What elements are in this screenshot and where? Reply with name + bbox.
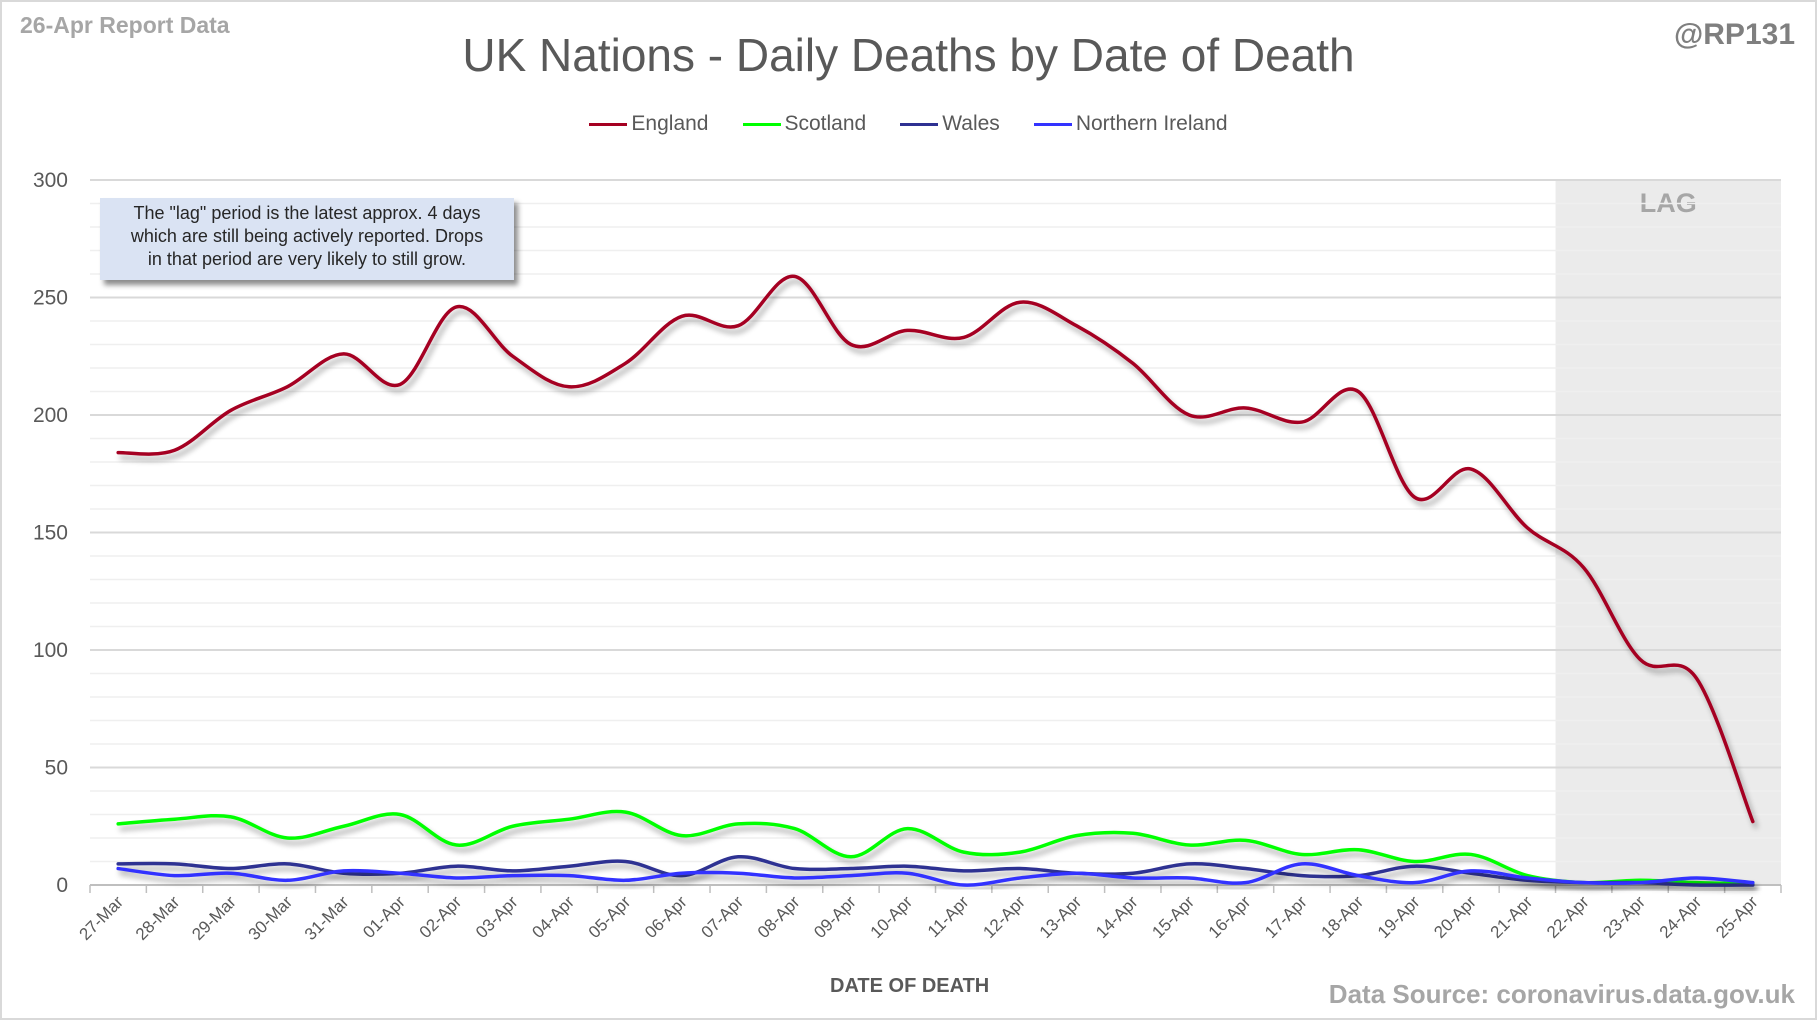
y-tick-label: 200 xyxy=(33,404,68,427)
legend-item-northern-ireland[interactable]: Northern Ireland xyxy=(1033,112,1228,136)
series-line-england xyxy=(116,274,1755,824)
legend-swatch-northern-ireland xyxy=(1033,122,1072,126)
x-tick-label: 02-Apr xyxy=(416,892,466,942)
legend-label-england: England xyxy=(631,112,709,135)
legend-label-northern-ireland: Northern Ireland xyxy=(1075,112,1228,135)
legend-label-scotland: Scotland xyxy=(784,112,867,135)
legend-label-wales: Wales xyxy=(942,112,1000,135)
y-tick-label: 250 xyxy=(33,287,68,310)
y-tick-label: 150 xyxy=(33,522,68,545)
series-line-scotland xyxy=(116,809,1755,886)
x-tick-label: 14-Apr xyxy=(1092,892,1142,942)
x-tick-label: 15-Apr xyxy=(1148,892,1198,942)
y-tick-label: 50 xyxy=(45,757,68,780)
legend-item-wales[interactable]: Wales xyxy=(900,112,1000,136)
x-tick-label: 27-Mar xyxy=(75,892,127,944)
lag-annotation-box: The "lag" period is the latest approx. 4… xyxy=(100,198,514,280)
x-axis-title: DATE OF DEATH xyxy=(830,975,990,997)
x-tick-label: 10-Apr xyxy=(867,892,917,942)
x-tick-label: 28-Mar xyxy=(132,892,184,944)
x-tick-label: 04-Apr xyxy=(528,892,578,942)
y-tick-label: 300 xyxy=(33,169,68,192)
x-tick-label: 19-Apr xyxy=(1374,892,1424,942)
gridlines xyxy=(90,179,1781,863)
legend: England Scotland Wales Northern Ireland xyxy=(0,112,1817,136)
x-tick-label: 17-Apr xyxy=(1261,892,1311,942)
x-tick-label: 31-Mar xyxy=(301,892,353,944)
x-tick-label: 08-Apr xyxy=(754,892,804,942)
x-tick-label: 24-Apr xyxy=(1656,892,1706,942)
x-tick-label: 20-Apr xyxy=(1430,892,1480,942)
x-tick-label: 07-Apr xyxy=(698,892,748,942)
series-line-northern-ireland xyxy=(116,862,1755,887)
x-tick-label: 22-Apr xyxy=(1543,892,1593,942)
x-tick-label: 12-Apr xyxy=(979,892,1029,942)
y-tick-label: 100 xyxy=(33,639,68,662)
x-tick-label: 25-Apr xyxy=(1712,892,1762,942)
data-source-label: Data Source: coronavirus.data.gov.uk xyxy=(1328,979,1795,1009)
legend-item-england[interactable]: England xyxy=(589,112,709,136)
x-tick-label: 06-Apr xyxy=(641,892,691,942)
annotation-line: in that period are very likely to still … xyxy=(147,249,467,269)
chart-title: UK Nations - Daily Deaths by Date of Dea… xyxy=(462,29,1355,81)
series-lines xyxy=(116,274,1755,887)
author-handle: @RP131 xyxy=(1674,18,1795,51)
legend-item-scotland[interactable]: Scotland xyxy=(742,112,867,136)
x-tick-label: 13-Apr xyxy=(1036,892,1086,942)
annotation-line: which are still being actively reported.… xyxy=(130,226,484,246)
x-tick-label: 03-Apr xyxy=(472,892,522,942)
x-tick-label: 18-Apr xyxy=(1318,892,1368,942)
x-tick-label: 09-Apr xyxy=(810,892,860,942)
x-tick-label: 30-Mar xyxy=(245,892,297,944)
x-tick-label: 01-Apr xyxy=(359,892,409,942)
legend-swatch-england xyxy=(589,122,628,126)
report-date-label: 26-Apr Report Data xyxy=(20,12,230,38)
y-tick-label: 0 xyxy=(56,874,68,897)
legend-swatch-wales xyxy=(900,122,939,126)
x-tick-label: 23-Apr xyxy=(1599,892,1649,942)
annotation-line: The "lag" period is the latest approx. 4… xyxy=(133,203,481,223)
x-tick-label: 11-Apr xyxy=(924,892,973,941)
x-tick-label: 29-Mar xyxy=(188,892,240,944)
x-tick-label: 05-Apr xyxy=(585,892,635,942)
x-tick-label: 21-Apr xyxy=(1487,892,1537,942)
x-tick-label: 16-Apr xyxy=(1205,892,1255,942)
legend-swatch-scotland xyxy=(742,122,781,126)
